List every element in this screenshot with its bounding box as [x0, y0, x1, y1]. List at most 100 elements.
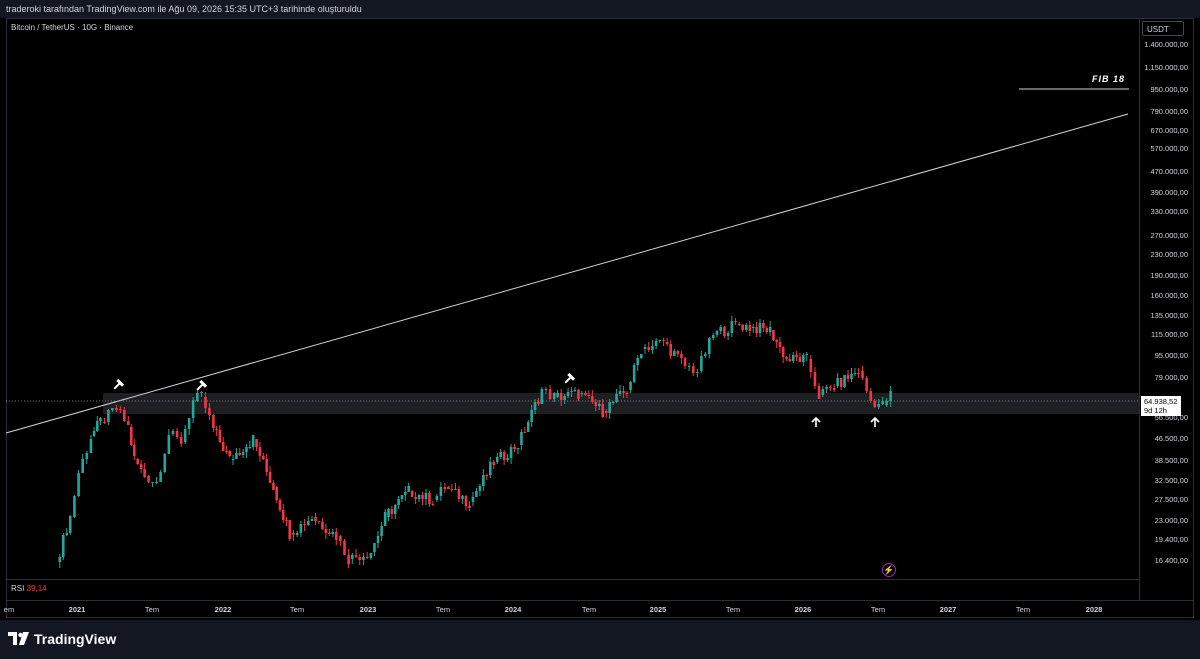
fib-annotation-text[interactable]: FIB 18 [1092, 74, 1126, 84]
candle-body [850, 374, 853, 379]
candle-body [212, 415, 215, 428]
candle-body [751, 327, 755, 328]
candle-body [155, 482, 158, 483]
candle-body [643, 347, 647, 349]
candle-body [570, 391, 573, 392]
candle-body [857, 373, 860, 374]
current-price-value: 64.938,52 [1144, 397, 1178, 406]
hammer-icon[interactable] [564, 372, 576, 384]
candle-body [805, 354, 809, 355]
candle-body [889, 391, 892, 401]
candle-body [802, 355, 805, 362]
hammer-icon[interactable] [196, 379, 208, 391]
price-axis-label: 470.000,00 [1150, 167, 1188, 176]
rising-trendline[interactable] [5, 113, 1129, 434]
candle-body [103, 422, 106, 423]
candle-body [354, 555, 358, 557]
rsi-value: 39,14 [26, 584, 47, 593]
price-axis-label: 1.400.000,00 [1144, 40, 1188, 49]
candle-body [65, 533, 69, 535]
candle-body [439, 487, 443, 496]
candle-body [151, 482, 154, 483]
candle-body [730, 321, 734, 333]
candle-body [748, 325, 752, 331]
rsi-pane-separator [6, 579, 1139, 580]
candle-body [331, 532, 335, 534]
arrow-up-icon[interactable] [811, 416, 821, 427]
candle-body [443, 487, 447, 489]
candle-body [314, 517, 317, 521]
candle-body [68, 516, 72, 533]
candle-body [324, 529, 328, 533]
candle-body [548, 389, 552, 399]
candle-body [268, 472, 272, 483]
candle-body [530, 410, 533, 422]
candle-body [741, 325, 745, 330]
candle-body [817, 386, 821, 399]
candle-body [369, 553, 373, 558]
time-axis-label: Tem [581, 605, 597, 614]
snapshot-caption: traderoki tarafından TradingView.com ile… [6, 4, 362, 14]
candle-body [414, 497, 417, 499]
time-axis-label: Tem [435, 605, 451, 614]
candle-body [454, 489, 457, 490]
candle-body [278, 500, 282, 510]
candle-body [225, 451, 228, 452]
candle-body [143, 469, 146, 477]
time-axis-label: Tem [1015, 605, 1031, 614]
lightning-icon[interactable]: ⚡ [882, 563, 896, 577]
rsi-legend[interactable]: RSI 39,14 [11, 584, 47, 593]
brand-name: TradingView [34, 631, 117, 647]
candle-body [191, 400, 195, 418]
candle-body [577, 390, 580, 399]
time-axis-label: em [3, 605, 15, 614]
candle-body [601, 404, 605, 417]
candle-body [317, 521, 321, 522]
current-price-label: 64.938,52 9d 12h [1141, 396, 1181, 416]
price-axis-label: 230.000,00 [1150, 250, 1188, 259]
candle-body [552, 393, 556, 399]
candle-body [647, 347, 651, 350]
time-axis-label: Tem [289, 605, 305, 614]
currency-button[interactable]: USDT [1142, 21, 1184, 36]
candle-body [81, 459, 84, 473]
candle-body [711, 335, 715, 338]
candle-body [447, 487, 450, 489]
candle-body [307, 521, 310, 525]
candle-body [123, 410, 126, 421]
candle-body [775, 340, 778, 342]
footer-bar [0, 620, 1200, 659]
candle-body [795, 355, 798, 357]
candle-body [687, 366, 691, 367]
support-zone-rectangle[interactable] [103, 393, 1139, 414]
candle-body [421, 495, 424, 499]
candle-body [58, 557, 62, 562]
candle-body [499, 452, 502, 457]
candle-body [111, 408, 114, 410]
candle-body [251, 435, 255, 447]
candle-body [502, 452, 506, 460]
candle-body [347, 555, 350, 564]
bar-countdown: 9d 12h [1144, 406, 1167, 415]
candle-body [387, 509, 390, 517]
candle-body [544, 389, 548, 390]
arrow-up-icon[interactable] [870, 416, 880, 427]
candle-body [195, 393, 199, 401]
candle-body [238, 453, 242, 455]
candle-body [526, 422, 530, 432]
candle-body [404, 492, 407, 495]
candle-body [537, 402, 540, 404]
candle-body [778, 342, 782, 347]
price-axis-label: 570.000,00 [1150, 144, 1188, 153]
candle-body [258, 447, 262, 456]
candle-body [798, 357, 802, 362]
candle-body [495, 457, 499, 462]
candle-body [846, 375, 850, 379]
hammer-icon[interactable] [113, 378, 125, 390]
symbol-title[interactable]: Bitcoin / TetherUS · 10G · Binance [11, 23, 134, 32]
candle-body [303, 524, 306, 525]
candle-body [410, 491, 414, 497]
candle-body [707, 338, 711, 354]
candle-body [676, 351, 680, 354]
